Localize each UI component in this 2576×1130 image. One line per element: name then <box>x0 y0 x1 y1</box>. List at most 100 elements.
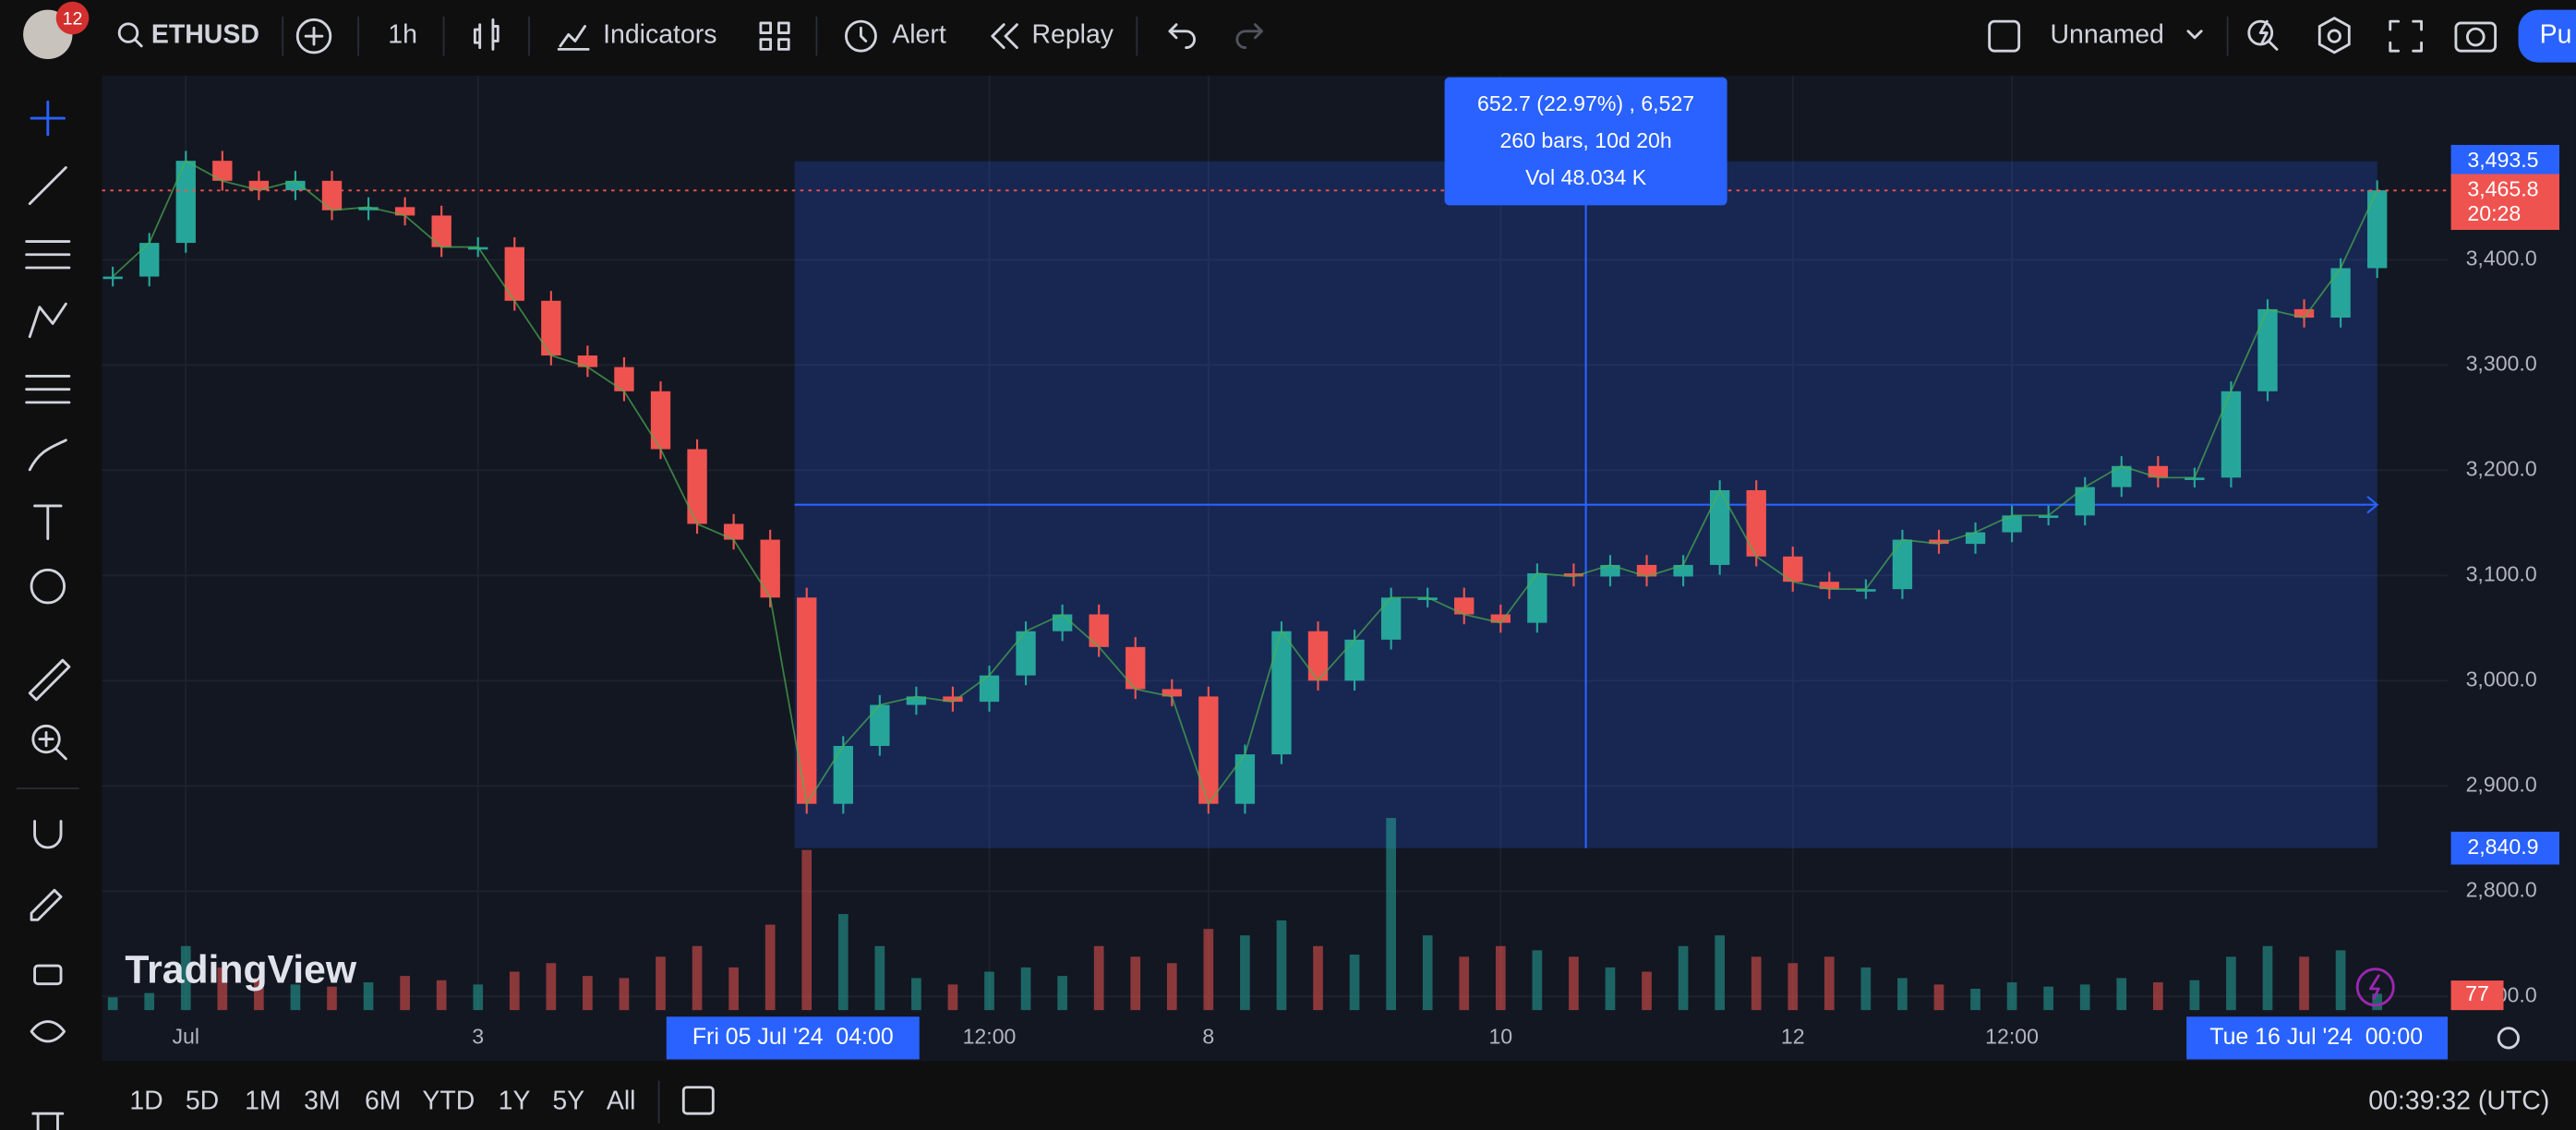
fullscreen[interactable] <box>2389 19 2423 53</box>
snapshot <box>2465 27 2486 47</box>
quick-search[interactable] <box>2247 19 2274 46</box>
range-info: 652.7 (22.97%) , 6,527 <box>1477 91 1694 115</box>
layout-checkbox[interactable] <box>1988 19 2021 53</box>
candle <box>906 696 927 705</box>
volume-bar <box>619 978 630 1011</box>
delete-tool[interactable] <box>31 1112 65 1130</box>
countdown: 20:28 <box>2467 201 2521 225</box>
range-button[interactable]: 1M <box>245 1086 282 1115</box>
alert[interactable]: Alert <box>892 20 946 50</box>
clock[interactable]: 00:39:32 (UTC) <box>2368 1086 2549 1115</box>
candle <box>2148 465 2168 478</box>
symbol[interactable]: ETHUSD <box>151 20 259 50</box>
candle <box>212 161 233 181</box>
candle <box>1125 646 1146 690</box>
range-button[interactable]: 6M <box>365 1086 402 1115</box>
current-price-label: 3,465.8 <box>2467 176 2538 200</box>
x-tick-label: 8 <box>1202 1024 1214 1048</box>
layout-name[interactable]: Unnamed <box>2050 20 2163 50</box>
candle <box>248 180 270 191</box>
close-line <box>112 159 2378 807</box>
volume-bar <box>1897 978 1908 1011</box>
settings[interactable] <box>2317 17 2351 54</box>
range-button[interactable]: 1D <box>129 1086 163 1115</box>
volume-bar <box>144 992 155 1011</box>
volume-bar <box>509 971 520 1011</box>
y-tick-label: 3,400.0 <box>2466 246 2537 270</box>
y-tick-label: 3,300.0 <box>2466 351 2537 375</box>
layouts[interactable] <box>759 21 790 51</box>
volume-bar <box>2152 982 2163 1011</box>
trend-line-tool[interactable] <box>28 166 67 206</box>
magnet-tool[interactable] <box>33 820 63 849</box>
undo[interactable] <box>1168 23 1197 50</box>
lightning-button[interactable] <box>2355 968 2395 1007</box>
range-low-label: 2,840.9 <box>2467 835 2538 859</box>
candle <box>1892 539 1913 590</box>
chart-type[interactable] <box>473 18 500 51</box>
volume-bar <box>327 986 337 1011</box>
search-icon[interactable] <box>117 22 139 43</box>
volume-bar <box>947 984 958 1011</box>
brush-tool[interactable] <box>28 439 67 472</box>
text-tool[interactable] <box>33 504 63 540</box>
add-symbol[interactable] <box>295 18 332 54</box>
range-button[interactable]: 3M <box>304 1086 341 1115</box>
measure-tool[interactable] <box>28 658 71 702</box>
prediction-tool[interactable] <box>25 374 71 404</box>
redo[interactable] <box>1235 23 1263 50</box>
visibility-tool[interactable] <box>30 1020 66 1043</box>
plot: 2,700.02,800.02,900.03,000.03,100.03,200… <box>102 75 2559 1060</box>
range-info: Vol 48.034 K <box>1525 165 1647 189</box>
publish[interactable]: Pu <box>2540 20 2572 50</box>
range-button[interactable]: YTD <box>422 1086 475 1115</box>
lock-tool[interactable] <box>33 964 63 986</box>
candle <box>1563 573 1584 577</box>
candle <box>1673 564 1693 577</box>
candle <box>943 696 963 703</box>
range-button[interactable]: All <box>607 1086 636 1115</box>
indicators[interactable]: Indicators <box>603 20 716 50</box>
volume-bar <box>801 849 813 1011</box>
volume-bar <box>107 997 118 1011</box>
replay[interactable]: Replay <box>1031 20 1113 50</box>
range-button[interactable]: 1Y <box>499 1086 531 1115</box>
replay-icon[interactable] <box>991 23 1018 50</box>
candle <box>760 539 780 598</box>
indicators-icon[interactable] <box>557 25 590 51</box>
icon-tool[interactable] <box>30 568 66 605</box>
volume-bar <box>984 971 994 1011</box>
crosshair-tool[interactable] <box>30 100 66 137</box>
candle <box>1746 489 1766 557</box>
volume-bar <box>1970 989 1980 1011</box>
candle <box>1089 614 1109 647</box>
candle <box>2221 391 2242 478</box>
volume-bar <box>1166 963 1177 1011</box>
range-button[interactable]: 5D <box>186 1086 219 1115</box>
volume-bar <box>217 967 228 1011</box>
pattern-tool[interactable] <box>28 302 67 339</box>
lock-drawing-tool[interactable] <box>30 888 63 921</box>
volume-bar <box>400 976 410 1011</box>
interval[interactable]: 1h <box>388 20 417 50</box>
goto-date[interactable] <box>681 1086 715 1115</box>
candle <box>1856 589 1876 592</box>
candle <box>870 704 890 746</box>
alert-icon[interactable] <box>845 19 877 53</box>
volume-bar <box>2335 950 2346 1011</box>
fib-tool[interactable] <box>25 240 71 270</box>
publish-button[interactable] <box>2518 9 2576 63</box>
layout-menu[interactable] <box>2186 30 2203 40</box>
range-button[interactable]: 5Y <box>552 1086 584 1115</box>
search-icon <box>133 38 143 48</box>
candle <box>1819 582 1839 590</box>
range-high-label: 3,493.5 <box>2467 148 2538 172</box>
zoom-tool[interactable] <box>31 724 61 754</box>
chart-pane[interactable] <box>102 75 2449 1062</box>
price-axis[interactable] <box>2448 75 2576 1062</box>
snapshot[interactable] <box>2454 21 2498 53</box>
volume-bar <box>2043 986 2053 1011</box>
axis-settings[interactable] <box>2497 1027 2520 1050</box>
